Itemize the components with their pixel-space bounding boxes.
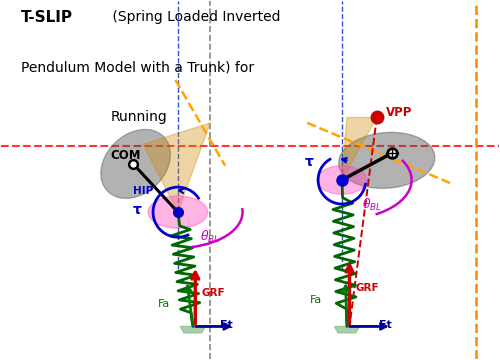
Text: $\theta_{BL}$: $\theta_{BL}$	[200, 229, 220, 245]
Polygon shape	[342, 117, 377, 180]
Text: Running: Running	[111, 111, 168, 124]
Text: VPP: VPP	[386, 106, 412, 119]
Text: (Spring Loaded Inverted: (Spring Loaded Inverted	[108, 10, 281, 24]
Text: Fa: Fa	[158, 299, 170, 309]
Polygon shape	[143, 123, 210, 212]
Ellipse shape	[317, 166, 367, 194]
Text: HIP: HIP	[133, 186, 154, 196]
Ellipse shape	[101, 130, 170, 198]
Text: $\theta_{BL}$: $\theta_{BL}$	[362, 197, 382, 213]
Text: GRF: GRF	[356, 283, 380, 293]
Text: Fa: Fa	[310, 295, 322, 305]
Ellipse shape	[338, 132, 435, 188]
Text: GRF: GRF	[202, 288, 226, 298]
Text: τ: τ	[304, 155, 314, 169]
Text: T-SLIP: T-SLIP	[22, 10, 74, 25]
Ellipse shape	[148, 196, 208, 228]
Text: COM: COM	[111, 149, 142, 162]
Text: Pendulum Model with a Trunk) for: Pendulum Model with a Trunk) for	[22, 60, 254, 74]
Text: Ft: Ft	[220, 320, 233, 330]
Text: τ: τ	[133, 203, 142, 217]
Polygon shape	[180, 327, 206, 333]
Text: Ft: Ft	[380, 320, 392, 330]
Polygon shape	[334, 327, 359, 333]
